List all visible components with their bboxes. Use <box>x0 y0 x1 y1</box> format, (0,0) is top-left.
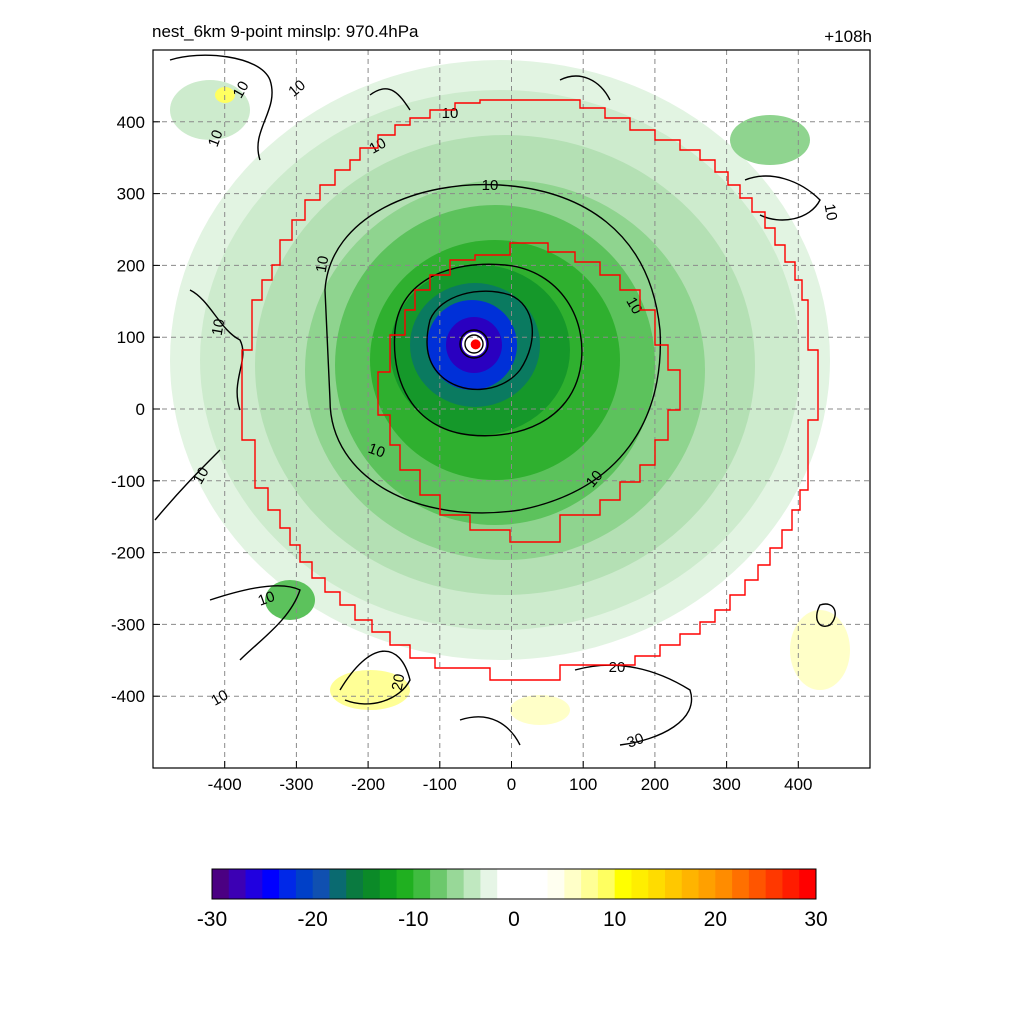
contour-label: 10 <box>256 588 277 610</box>
x-tick-label: 0 <box>507 775 516 794</box>
contour-lines <box>154 54 836 746</box>
y-tick-label: -300 <box>111 615 145 634</box>
colorbar-swatch <box>748 869 767 899</box>
colorbar-swatch <box>346 869 364 899</box>
colorbar-swatch <box>295 869 314 899</box>
contour-label: 10 <box>442 105 459 122</box>
x-tick-label: -300 <box>279 775 313 794</box>
colorbar-swatch <box>463 869 481 899</box>
y-tick-label: 200 <box>117 256 145 275</box>
contour-label: 10 <box>190 464 213 487</box>
contour-label: 10 <box>821 203 841 222</box>
contour-label: 10 <box>313 255 333 274</box>
colorbar-swatch <box>329 869 347 899</box>
colorbar-swatch <box>212 869 230 899</box>
colorbar-swatch <box>665 869 683 899</box>
contour-label: 20 <box>609 659 626 676</box>
colorbar-swatch <box>379 869 398 899</box>
y-tick-label: 300 <box>117 185 145 204</box>
colorbar-tick-label: 10 <box>603 908 626 931</box>
x-tick-label: 300 <box>712 775 740 794</box>
colorbar-swatch <box>413 869 431 899</box>
x-tick-label: 400 <box>784 775 812 794</box>
contour-label: 10 <box>366 440 387 462</box>
colorbar-tick-label: -20 <box>297 908 327 931</box>
colorbar-swatch <box>530 869 549 899</box>
storm-center-marker <box>470 339 481 350</box>
colorbar-swatch <box>514 869 532 899</box>
contour-label: 10 <box>230 78 253 101</box>
y-tick-label: 400 <box>117 113 145 132</box>
grid-lines <box>153 50 870 768</box>
contour-label: 10 <box>205 128 227 149</box>
colorbar-swatch <box>732 869 750 899</box>
y-tick-label: 0 <box>136 400 145 419</box>
colorbar-swatch <box>681 869 700 899</box>
colorbar-tick-label: -10 <box>398 908 428 931</box>
colorbar-swatch <box>396 869 414 899</box>
x-tick-label: -400 <box>208 775 242 794</box>
contour-label: 30 <box>625 730 646 752</box>
y-tick-label: -400 <box>111 687 145 706</box>
colorbar-swatch <box>446 869 465 899</box>
colorbar-swatch <box>363 869 381 899</box>
colorbar-swatch <box>564 869 582 899</box>
colorbar-tick-label: 20 <box>704 908 727 931</box>
colorbar-tick-label: 0 <box>508 908 520 931</box>
x-tick-label: -200 <box>351 775 385 794</box>
x-tick-label: 200 <box>641 775 669 794</box>
colorbar-swatch <box>312 869 330 899</box>
colorbar-tick-label: 30 <box>804 908 827 931</box>
colorbar-swatch <box>597 869 616 899</box>
y-axis-ticks: 400 300 200 100 0 -100 -200 -300 -400 <box>111 113 145 706</box>
colorbar-swatch <box>698 869 716 899</box>
colorbar-swatch <box>547 869 565 899</box>
colorbar-swatch <box>782 869 800 899</box>
colorbar-swatch <box>631 869 649 899</box>
y-tick-label: 100 <box>117 328 145 347</box>
colorbar-swatch <box>480 869 498 899</box>
colorbar-swatch <box>245 869 263 899</box>
colorbar: -30 -20 -10 0 10 20 30 <box>197 868 828 931</box>
colorbar-swatch <box>614 869 632 899</box>
colorbar-swatch <box>648 869 666 899</box>
colorbar-swatch <box>497 869 515 899</box>
x-tick-label: -100 <box>423 775 457 794</box>
colorbar-frame <box>211 868 817 900</box>
contour-label: 10 <box>209 318 229 337</box>
y-tick-label: -100 <box>111 472 145 491</box>
colorbar-swatch <box>430 869 448 899</box>
colorbar-tick-label: -30 <box>197 908 227 931</box>
x-tick-label: 100 <box>569 775 597 794</box>
contour-label: 10 <box>482 177 499 194</box>
chart-title: nest_6km 9-point minslp: 970.4hPa <box>152 22 419 41</box>
colorbar-swatch <box>715 869 733 899</box>
colorbar-swatch <box>799 869 817 899</box>
contour-label: 10 <box>208 687 231 710</box>
colorbar-swatch <box>765 869 783 899</box>
colorbar-swatch <box>279 869 297 899</box>
colorbar-swatch <box>262 869 280 899</box>
x-axis-ticks: -400 -300 -200 -100 0 100 200 300 400 <box>208 775 813 794</box>
forecast-hour-label: +108h <box>824 27 872 46</box>
contour-label: 20 <box>389 673 409 692</box>
nest-boundary <box>241 99 819 681</box>
y-tick-label: -200 <box>111 544 145 563</box>
wind-field <box>153 50 870 768</box>
colorbar-swatch <box>581 869 599 899</box>
colorbar-swatch <box>228 869 247 899</box>
